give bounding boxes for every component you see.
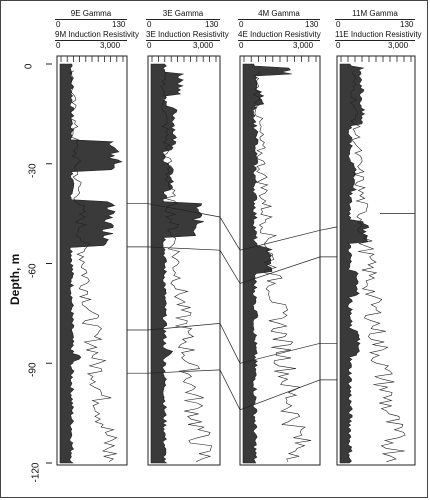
resistivity-title: 4E Induction Resistivity [238, 30, 321, 39]
resistivity-max: 3,000 [293, 41, 314, 50]
correlation-line [127, 323, 337, 364]
gamma-log-curve [242, 63, 292, 464]
correlation-line [127, 369, 337, 411]
resistivity-log-curve [350, 70, 406, 462]
gamma-min: 0 [56, 20, 61, 29]
gamma-scale-rule [335, 19, 415, 20]
resistivity-log-curve [160, 70, 213, 462]
gamma-title: 9E Gamma [70, 9, 112, 18]
resistivity-max: 3,000 [388, 41, 409, 50]
correlation-line [127, 203, 338, 251]
resistivity-min: 0 [147, 41, 152, 50]
gamma-title: 4M Gamma [258, 9, 300, 18]
resistivity-max: 3,000 [193, 41, 214, 50]
resistivity-scale-rule [55, 40, 127, 41]
resistivity-min: 0 [336, 41, 341, 50]
gamma-min: 0 [336, 20, 341, 29]
resistivity-min: 0 [239, 41, 244, 50]
gamma-scale-rule [146, 19, 220, 20]
gamma-max: 130 [205, 20, 219, 29]
gamma-log-curve [339, 63, 369, 464]
gamma-max: 130 [305, 20, 319, 29]
resistivity-title: 11E Induction Resistivity [335, 30, 422, 39]
gamma-title: 11M Gamma [352, 9, 398, 18]
gamma-max: 130 [400, 20, 414, 29]
resistivity-title: 9M Induction Resistivity [55, 30, 140, 39]
resistivity-log-curve [252, 70, 312, 462]
gamma-min: 0 [147, 20, 152, 29]
gamma-scale-rule [238, 19, 320, 20]
gamma-max: 130 [112, 20, 126, 29]
gamma-title: 3E Gamma [162, 9, 204, 18]
resistivity-log-curve [69, 70, 118, 462]
correlation-line [127, 246, 337, 284]
resistivity-title: 3E Induction Resistivity [146, 30, 229, 39]
resistivity-scale-rule [335, 40, 415, 41]
gamma-min: 0 [239, 20, 244, 29]
resistivity-max: 3,000 [100, 41, 121, 50]
gamma-log-curve [150, 63, 204, 464]
resistivity-scale-rule [146, 40, 220, 41]
resistivity-min: 0 [56, 41, 61, 50]
gamma-log-curve [59, 63, 123, 464]
gamma-scale-rule [55, 19, 127, 20]
resistivity-scale-rule [238, 40, 320, 41]
